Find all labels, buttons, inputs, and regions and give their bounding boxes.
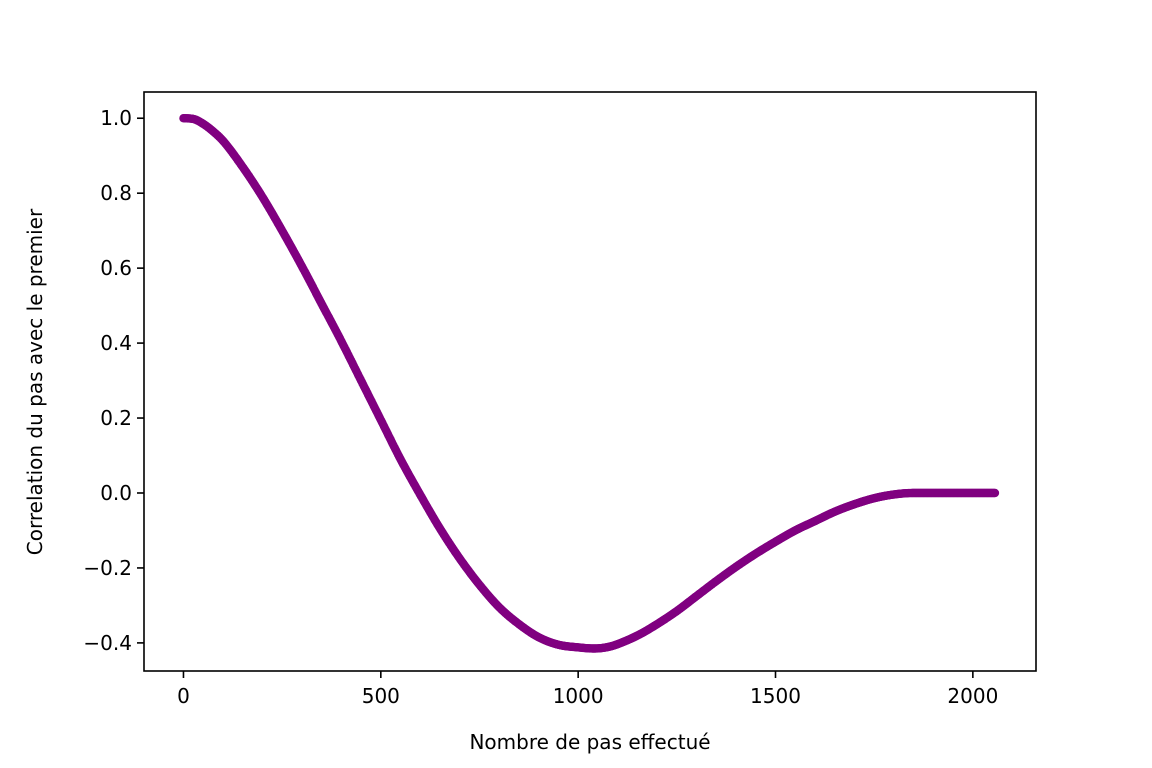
- x-tick-label: 1500: [750, 684, 801, 708]
- plot-background: [144, 92, 1036, 671]
- y-tick-label: 0.2: [100, 406, 132, 430]
- y-tick-label: 0.0: [100, 481, 132, 505]
- series-layer: [179, 114, 1000, 653]
- y-tick-label: 0.6: [100, 256, 132, 280]
- y-tick-label: 0.4: [100, 331, 132, 355]
- x-tick-label: 2000: [947, 684, 998, 708]
- y-tick-label: −0.2: [83, 556, 132, 580]
- y-tick-label: −0.4: [83, 631, 132, 655]
- x-tick-label: 500: [362, 684, 400, 708]
- x-axis-ticks: 0 500 1000 1500 2000: [177, 671, 998, 708]
- y-axis-ticks: 1.0 0.8 0.6 0.4 0.2 0.0 −0.2 −0.4: [83, 106, 144, 655]
- plot-frame: [143, 91, 1037, 672]
- x-tick-label: 0: [177, 684, 190, 708]
- x-tick-label: 1000: [553, 684, 604, 708]
- y-tick-label: 1.0: [100, 106, 132, 130]
- data-point: [990, 488, 1000, 498]
- y-tick-label: 0.8: [100, 181, 132, 205]
- x-axis-label: Nombre de pas effectué: [469, 730, 710, 754]
- y-axis-label: Correlation du pas avec le premier: [23, 208, 47, 555]
